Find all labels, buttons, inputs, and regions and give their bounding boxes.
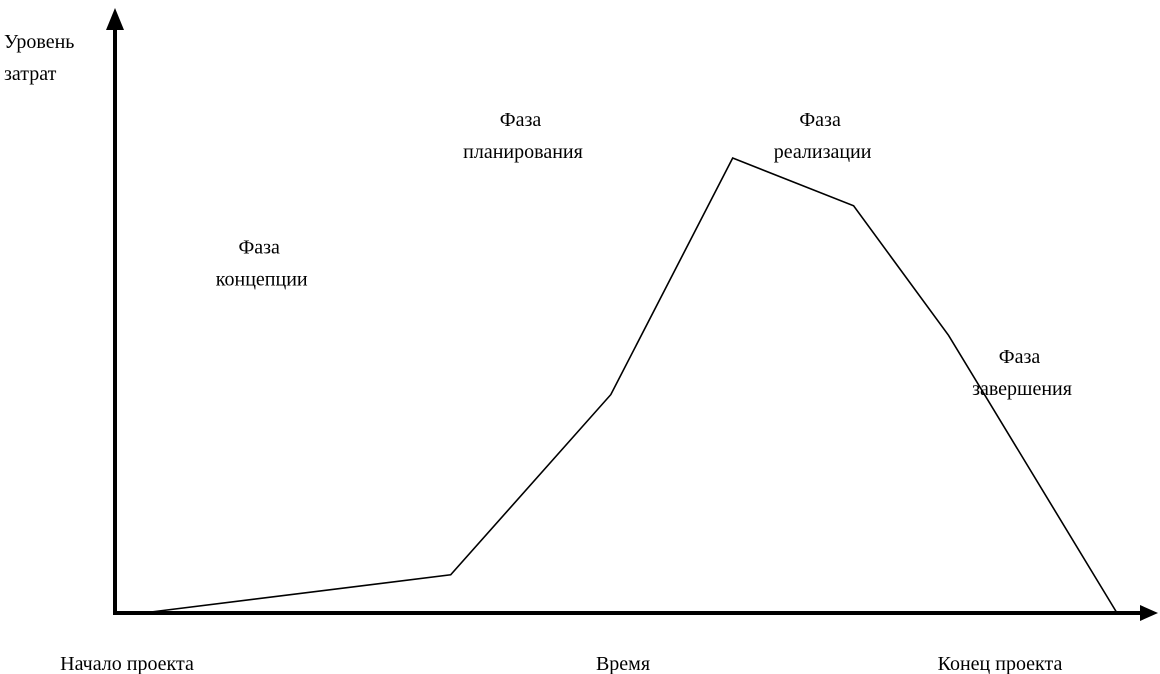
y-axis-label-line-2: затрат — [4, 63, 57, 85]
x-start-label: Начало проекта — [60, 653, 194, 674]
phase-completion-label: Фаза завершения — [972, 346, 1072, 400]
cost-series-line — [142, 156, 1118, 614]
phase-planning-line-2: планирования — [463, 141, 583, 163]
phase-concept-line-1: Фаза — [238, 237, 280, 259]
x-end-label: Конец проекта — [938, 653, 1063, 674]
y-axis-arrow — [106, 8, 124, 30]
x-axis-label: Время — [596, 653, 650, 674]
phase-realization-label: Фаза реализации — [774, 109, 872, 163]
phase-realization-line-1: Фаза — [799, 109, 841, 131]
phase-planning-label: Фаза планирования — [463, 109, 583, 163]
x-axis-arrow — [1140, 605, 1158, 621]
phase-planning-line-1: Фаза — [500, 109, 542, 131]
y-axis-label: Уровень затрат — [4, 31, 79, 85]
phase-realization-line-2: реализации — [774, 141, 872, 163]
phase-completion-line-2: завершения — [972, 378, 1072, 400]
phase-concept-label: Фаза концепции — [216, 237, 308, 291]
phase-completion-line-1: Фаза — [999, 346, 1041, 368]
y-axis-label-line-1: Уровень — [4, 31, 74, 53]
phase-concept-line-2: концепции — [216, 269, 308, 291]
